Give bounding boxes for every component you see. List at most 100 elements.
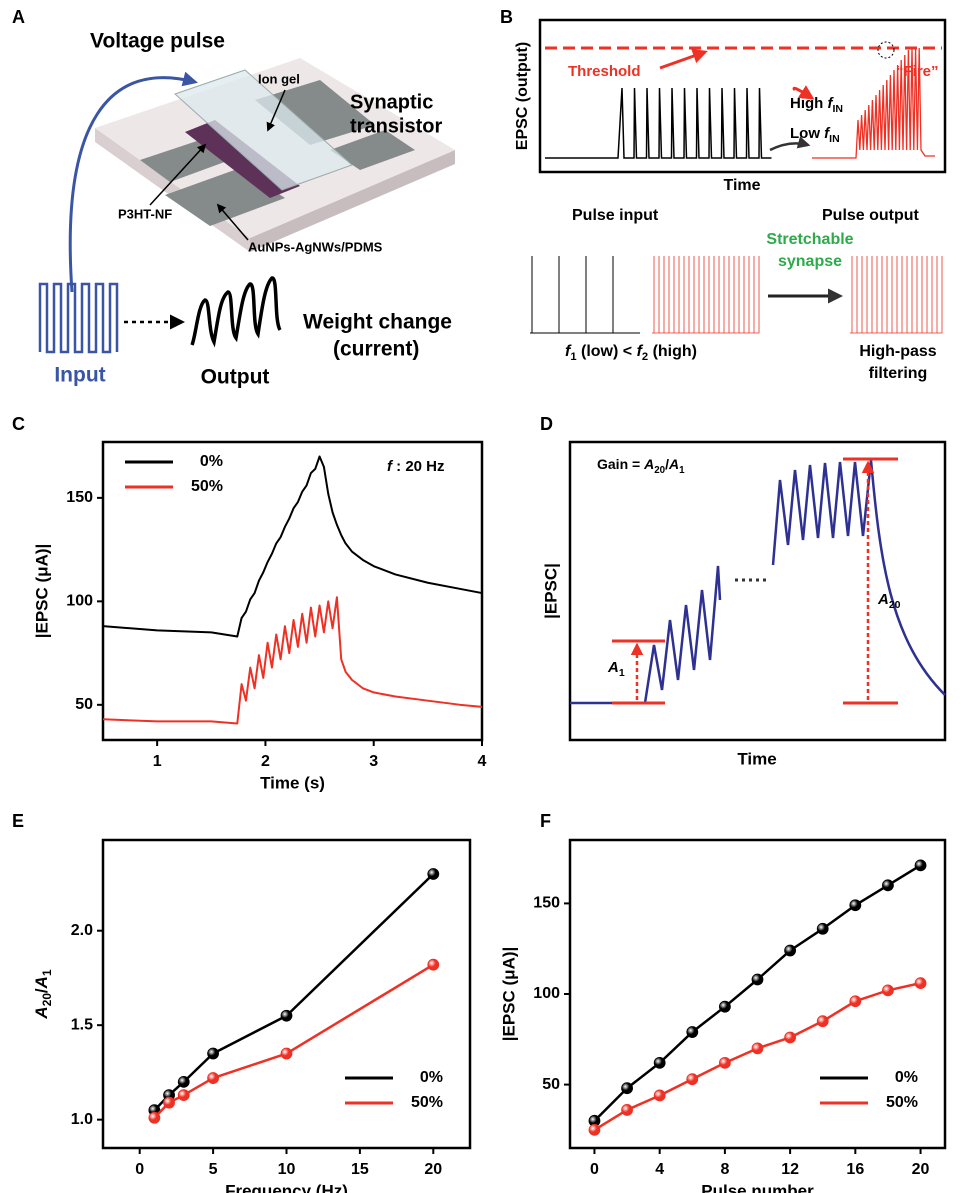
text-part: A [643, 456, 654, 472]
text-part: f [828, 95, 835, 112]
series-line [153, 963, 434, 1119]
marker [914, 859, 927, 872]
marker [177, 1089, 190, 1101]
marker [686, 1026, 699, 1038]
frame [568, 440, 947, 742]
marker [784, 1031, 797, 1044]
text-part: A [32, 1006, 51, 1019]
label: Weight change [303, 311, 452, 334]
text-part: f [824, 125, 831, 142]
text-part: (low) < [577, 343, 637, 360]
label: Synaptic [350, 91, 433, 113]
panel-label: B [500, 7, 513, 27]
annotation: f : 20 Hz [387, 458, 445, 475]
legend-label: 0% [420, 1069, 443, 1086]
marker [588, 1123, 601, 1136]
label: Voltage pulse [90, 30, 225, 53]
marker [882, 984, 894, 997]
text-part: A [877, 591, 889, 608]
text-part: 1 [40, 969, 54, 976]
marker [207, 1072, 220, 1084]
pointer [266, 89, 286, 132]
electrode [330, 130, 415, 170]
pointer [216, 203, 249, 241]
text-part: 20 [40, 993, 54, 1007]
marker [751, 1042, 764, 1055]
text-part: Low [790, 125, 824, 142]
y-tick-label: 1.0 [71, 1111, 93, 1128]
y-tick-label: 2.0 [71, 922, 93, 939]
label: Ion gel [258, 71, 300, 86]
x-tick-label: 4 [655, 1161, 664, 1178]
panel-label: E [12, 811, 24, 831]
label: Threshold [568, 63, 641, 80]
y-tick-label: 1.5 [71, 1016, 93, 1033]
x-axis-label: Pulse number [701, 1181, 814, 1193]
marker [751, 973, 764, 986]
x-tick-label: 10 [278, 1161, 296, 1178]
text-part: / [32, 988, 51, 993]
series-line [102, 596, 483, 725]
x-tick-label: 20 [912, 1161, 930, 1178]
y-tick-label: 50 [542, 1076, 560, 1093]
label: Output [201, 366, 270, 389]
spike-train [545, 87, 772, 159]
marker [177, 1075, 190, 1088]
text-part: A [668, 456, 679, 472]
label: High fIN [790, 95, 843, 115]
x-tick-label: 4 [478, 753, 487, 770]
x-tick-label: 1 [153, 753, 162, 770]
marker [148, 1111, 161, 1124]
series-line [593, 981, 921, 1131]
x-tick-label: 3 [369, 753, 378, 770]
x-tick-label: 5 [209, 1161, 218, 1178]
marker [163, 1096, 175, 1109]
y-axis-label: |EPSC (μA)| [499, 947, 518, 1042]
label: AuNPs-AgNWs/PDMS [248, 239, 383, 254]
text-part: f [637, 343, 644, 360]
legend-label: 50% [191, 478, 223, 495]
marker [849, 899, 862, 912]
text-part: f [565, 343, 572, 360]
label: Input [54, 364, 105, 387]
legend-label: 50% [411, 1094, 443, 1111]
label: synapse [778, 253, 842, 270]
marker [718, 1000, 731, 1013]
marker [427, 958, 440, 971]
text-part: 20 [654, 465, 665, 476]
x-tick-label: 0 [135, 1161, 144, 1178]
text-part: IN [833, 103, 844, 115]
x-axis-label: Time (s) [260, 773, 325, 792]
electrode [255, 80, 375, 145]
output-wave [190, 276, 282, 348]
text-part: (high) [648, 343, 697, 360]
legend-label: 50% [886, 1094, 918, 1111]
x-tick-label: 8 [720, 1161, 729, 1178]
text-part: A [32, 976, 51, 989]
marker [686, 1073, 699, 1086]
marker [653, 1089, 666, 1102]
label: (current) [333, 338, 419, 361]
y-tick-label: 100 [533, 985, 560, 1002]
marker [280, 1047, 293, 1060]
arrow [68, 71, 198, 293]
label: Pulse input [572, 207, 659, 224]
wave [570, 565, 722, 705]
label: A20 [877, 591, 901, 611]
marker [621, 1104, 633, 1116]
y-tick-label: 150 [533, 895, 560, 912]
panel-b: B EPSC (output) Time Threshold “Fire” Hi… [500, 7, 947, 382]
series-line [593, 864, 922, 1122]
series-line [153, 873, 435, 1112]
axis-label: |EPSC| [541, 563, 560, 619]
text-part: IN [829, 133, 840, 145]
marker [207, 1047, 220, 1060]
x-tick-label: 20 [424, 1161, 442, 1178]
pulse-train [850, 256, 943, 334]
label: transistor [350, 115, 442, 137]
text-part: 1 [570, 351, 576, 363]
panel-label: D [540, 414, 553, 434]
y-tick-label: 150 [66, 489, 93, 506]
